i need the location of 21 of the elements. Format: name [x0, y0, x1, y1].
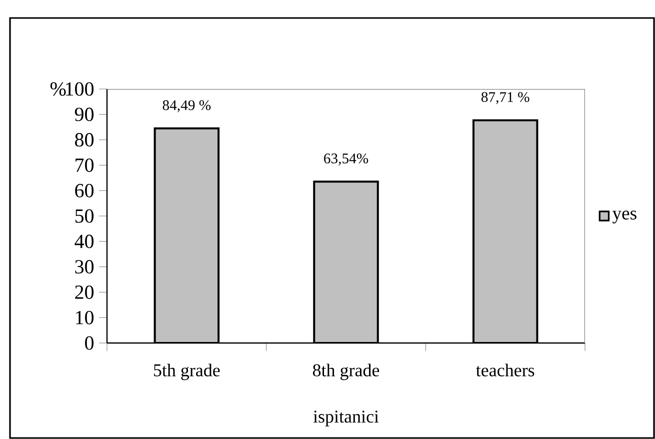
y-tick-label: 30: [75, 260, 94, 274]
data-label: 84,49 %: [162, 100, 211, 112]
x-tick-label: 8th grade: [312, 364, 380, 380]
y-tick-label: 80: [75, 133, 94, 147]
y-axis-title: %: [50, 82, 66, 96]
data-label: 87,71 %: [481, 92, 530, 104]
x-tick-label: 5th grade: [154, 364, 220, 380]
y-tick-label: 60: [75, 184, 94, 198]
x-axis-title: ispitanici: [313, 410, 379, 426]
bar: [313, 180, 379, 343]
y-tick-label: 40: [74, 234, 94, 248]
data-label: 63,54%: [324, 153, 368, 166]
y-tick-label: 10: [76, 310, 94, 324]
y-tick-label: 20: [75, 285, 94, 299]
y-tick-label: 0: [85, 336, 94, 350]
y-tick-label: 50: [75, 209, 94, 223]
y-tick-label: 90: [74, 108, 94, 122]
y-tick-label: 100: [66, 82, 94, 96]
x-tick-label: teachers: [476, 364, 534, 376]
y-tick-label: 70: [76, 158, 94, 172]
legend-label: yes: [612, 210, 636, 224]
